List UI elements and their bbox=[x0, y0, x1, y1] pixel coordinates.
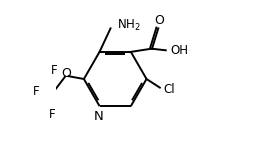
Text: F: F bbox=[51, 64, 57, 77]
Text: F: F bbox=[49, 108, 56, 121]
Text: NH$_2$: NH$_2$ bbox=[117, 18, 141, 33]
Text: OH: OH bbox=[170, 44, 188, 57]
Text: Cl: Cl bbox=[163, 83, 174, 96]
Text: F: F bbox=[33, 85, 39, 98]
Text: N: N bbox=[94, 110, 104, 123]
Text: O: O bbox=[154, 14, 164, 27]
Text: O: O bbox=[62, 67, 72, 80]
